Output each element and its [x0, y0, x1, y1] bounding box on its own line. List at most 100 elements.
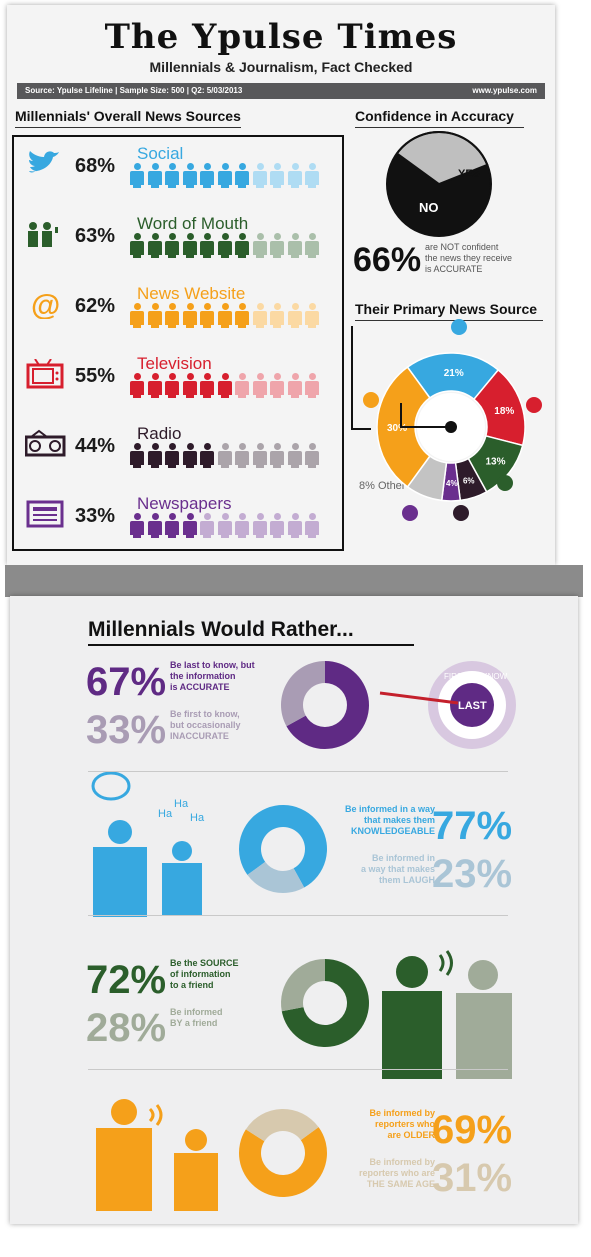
- person-mark: [217, 163, 235, 188]
- connector-line: [351, 326, 371, 430]
- person-mark: [129, 303, 147, 328]
- tv-icon: [526, 397, 542, 413]
- person-mark: [129, 373, 147, 398]
- confidence-annotation: are NOT confident the news they receive …: [425, 242, 513, 274]
- rather-value-minor: 33%: [86, 708, 167, 752]
- donut-label: 21%: [444, 368, 464, 379]
- source-people-bar: [129, 163, 322, 188]
- primary-icons: [363, 319, 542, 521]
- at-sign-icon: @: [25, 289, 67, 322]
- source-percent: 33%: [75, 505, 116, 527]
- page-fold: [5, 565, 583, 597]
- people-talking-icon: [25, 219, 67, 249]
- primary-title: Their Primary News Source: [355, 301, 544, 321]
- masthead-title: The Ypulse Times: [104, 17, 458, 57]
- rather-title: Millennials Would Rather...: [88, 618, 414, 646]
- primary-source-donut: 21% 18% 13% 6% 4% 8% Other 30%: [351, 319, 542, 521]
- person-mark: [234, 163, 252, 188]
- person-mark: [182, 373, 200, 398]
- person-mark: [164, 303, 182, 328]
- person-mark: [182, 513, 200, 538]
- front-page: The Ypulse Times Millennials & Journalis…: [7, 5, 555, 565]
- donut-label-other: 8% Other: [359, 480, 406, 492]
- source-percent: 68%: [75, 155, 116, 177]
- section-divider: [88, 1069, 508, 1070]
- person-mark: [164, 373, 182, 398]
- person-mark: [269, 163, 287, 188]
- rather-text-major: Be the SOURCE of information to a friend: [170, 958, 239, 990]
- person-mark: [252, 163, 270, 188]
- person-mark: [147, 303, 165, 328]
- person-mark: [182, 163, 200, 188]
- at-sign-icon: [363, 392, 379, 408]
- person-mark: [164, 513, 182, 538]
- pointer-line: [400, 403, 451, 428]
- person-mark: [287, 513, 305, 538]
- person-mark: [269, 443, 287, 468]
- sound-waves-icon: [148, 1104, 163, 1126]
- person-mark: [217, 373, 235, 398]
- rather-donut: [239, 804, 328, 893]
- person-mark: [147, 373, 165, 398]
- person-mark: [252, 303, 270, 328]
- person-mark: [164, 443, 182, 468]
- person-mark: [129, 163, 147, 188]
- rather-text-minor: Be informed BY a friend: [170, 1007, 223, 1028]
- person-mark: [304, 163, 322, 188]
- source-people-bar: [129, 373, 322, 398]
- source-label: Television: [137, 354, 212, 373]
- source-label: Social: [137, 144, 184, 163]
- haha-text: Ha: [158, 808, 173, 820]
- section-divider: [88, 771, 508, 772]
- source-people-bar: [129, 303, 322, 328]
- rather-donut: [281, 959, 370, 1047]
- rather-donut: [239, 1109, 327, 1197]
- rather-figures: [96, 1099, 218, 1211]
- person-mark: [304, 373, 322, 398]
- source-bar: Source: Ypulse Lifeline | Sample Size: 5…: [17, 83, 545, 99]
- source-percent: 63%: [75, 225, 116, 247]
- rather-text-major: Be last to know, but the information is AC…: [170, 660, 255, 692]
- person-mark: [199, 373, 217, 398]
- person-mark: [217, 303, 235, 328]
- source-percent: 55%: [75, 365, 116, 387]
- person-mark: [182, 303, 200, 328]
- source-url: www.ypulse.com: [472, 86, 537, 95]
- person-head: [185, 1129, 207, 1151]
- donut-major: [286, 661, 370, 750]
- twitter-icon: [25, 149, 67, 179]
- radio-icon: [24, 429, 67, 459]
- person-mark: [252, 443, 270, 468]
- donut-label: 18%: [494, 406, 514, 417]
- donut-minor: [245, 1109, 319, 1142]
- donut-label: 4%: [446, 479, 458, 488]
- rather-value-major: 72%: [86, 958, 167, 1002]
- badge-ring-text: FIRST TO KNOW: [444, 672, 508, 681]
- thought-bubble-icon: [91, 771, 131, 801]
- person-head: [468, 960, 498, 990]
- donut-major: [239, 1127, 327, 1197]
- haha-text: Ha: [174, 798, 189, 810]
- person-mark: [234, 443, 252, 468]
- badge-center-text: LAST: [458, 700, 487, 712]
- person-body: [382, 991, 442, 1079]
- confidence-title: Confidence in Accuracy: [355, 108, 524, 128]
- person-mark: [304, 303, 322, 328]
- person-mark: [199, 303, 217, 328]
- haha-text: Ha: [190, 812, 205, 824]
- person-mark: [287, 163, 305, 188]
- confidence-slices: YES NO: [386, 131, 492, 237]
- overall-sources-box: [12, 135, 344, 551]
- source-label: Word of Mouth: [137, 214, 249, 233]
- person-mark: [252, 373, 270, 398]
- donut-minor: [247, 861, 305, 893]
- person-mark: [234, 373, 252, 398]
- tv-icon: [25, 358, 67, 389]
- sound-waves-icon: [438, 950, 453, 976]
- person-mark: [164, 233, 182, 258]
- rather-value-minor: 31%: [432, 1156, 513, 1200]
- person-mark: [147, 513, 165, 538]
- person-body: [96, 1128, 152, 1211]
- person-mark: [269, 303, 287, 328]
